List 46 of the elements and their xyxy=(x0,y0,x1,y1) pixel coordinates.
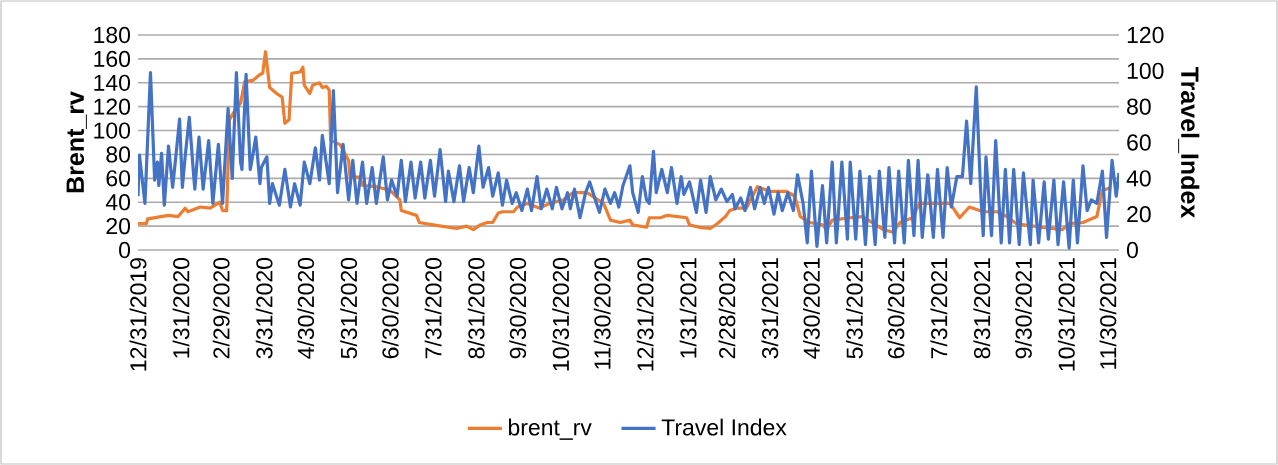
y-tick-label: 80 xyxy=(106,146,131,163)
x-tick-label: 2/29/2020 xyxy=(212,257,230,359)
x-tick-label: 5/31/2021 xyxy=(845,258,863,359)
y2-tick-label: 0 xyxy=(1126,241,1138,259)
y2-tick-label: 40 xyxy=(1126,170,1151,187)
x-tick-label: 3/31/2020 xyxy=(255,257,273,359)
x-tick-label: 7/31/2021 xyxy=(930,258,948,359)
x-tick-label: 12/31/2020 xyxy=(636,257,654,371)
y-axis-title: Brent_rv xyxy=(66,91,87,193)
x-tick-label: 1/31/2021 xyxy=(679,258,697,358)
y2-tick-label: 100 xyxy=(1127,62,1164,79)
x-tick-label: 12/31/2019 xyxy=(129,258,147,371)
y2-tick-label: 80 xyxy=(1127,98,1151,115)
x-tick-label: 6/30/2021 xyxy=(887,258,905,359)
x-tick-label: 8/31/2020 xyxy=(467,257,485,359)
y2-axis-title: Travel_Index xyxy=(1178,67,1200,219)
x-tick-label: 5/31/2020 xyxy=(340,257,358,359)
y2-tick-label: 20 xyxy=(1127,206,1151,223)
y-tick-label: 100 xyxy=(94,122,131,139)
x-tick-label: 8/31/2021 xyxy=(973,258,991,359)
x-tick-label: 1/31/2020 xyxy=(172,257,190,358)
line-series xyxy=(138,71,1119,250)
x-tick-label: 9/30/2020 xyxy=(509,257,527,359)
x-tick-label: 2/28/2021 xyxy=(718,258,736,359)
x-tick-label: 3/31/2021 xyxy=(761,258,779,359)
x-tick-label: 11/30/2020 xyxy=(593,257,611,369)
legend-label: brent_rv xyxy=(508,418,592,440)
y-tick-label: 160 xyxy=(94,50,131,68)
y2-tick-label: 60 xyxy=(1127,134,1151,151)
x-tick-label: 10/31/2020 xyxy=(552,257,570,371)
y2-tick-label: 120 xyxy=(1127,26,1164,44)
x-tick-label: 4/30/2020 xyxy=(297,257,315,359)
y-tick-label: 0 xyxy=(119,241,131,259)
y-tick-label: 20 xyxy=(106,217,131,235)
x-tick-label: 4/30/2021 xyxy=(802,258,820,359)
x-tick-label: 6/30/2020 xyxy=(381,257,399,359)
y-tick-label: 40 xyxy=(105,194,131,211)
legend-label: Travel Index xyxy=(661,418,787,436)
x-tick-label: 9/30/2021 xyxy=(1014,258,1032,359)
y-tick-label: 60 xyxy=(106,170,131,187)
y-tick-label: 120 xyxy=(94,98,131,115)
x-tick-label: 11/30/2021 xyxy=(1099,258,1117,369)
x-tick-label: 10/31/2021 xyxy=(1057,258,1075,371)
y-tick-label: 140 xyxy=(94,74,131,91)
y-tick-label: 180 xyxy=(94,26,131,44)
x-tick-label: 7/31/2020 xyxy=(424,257,442,359)
